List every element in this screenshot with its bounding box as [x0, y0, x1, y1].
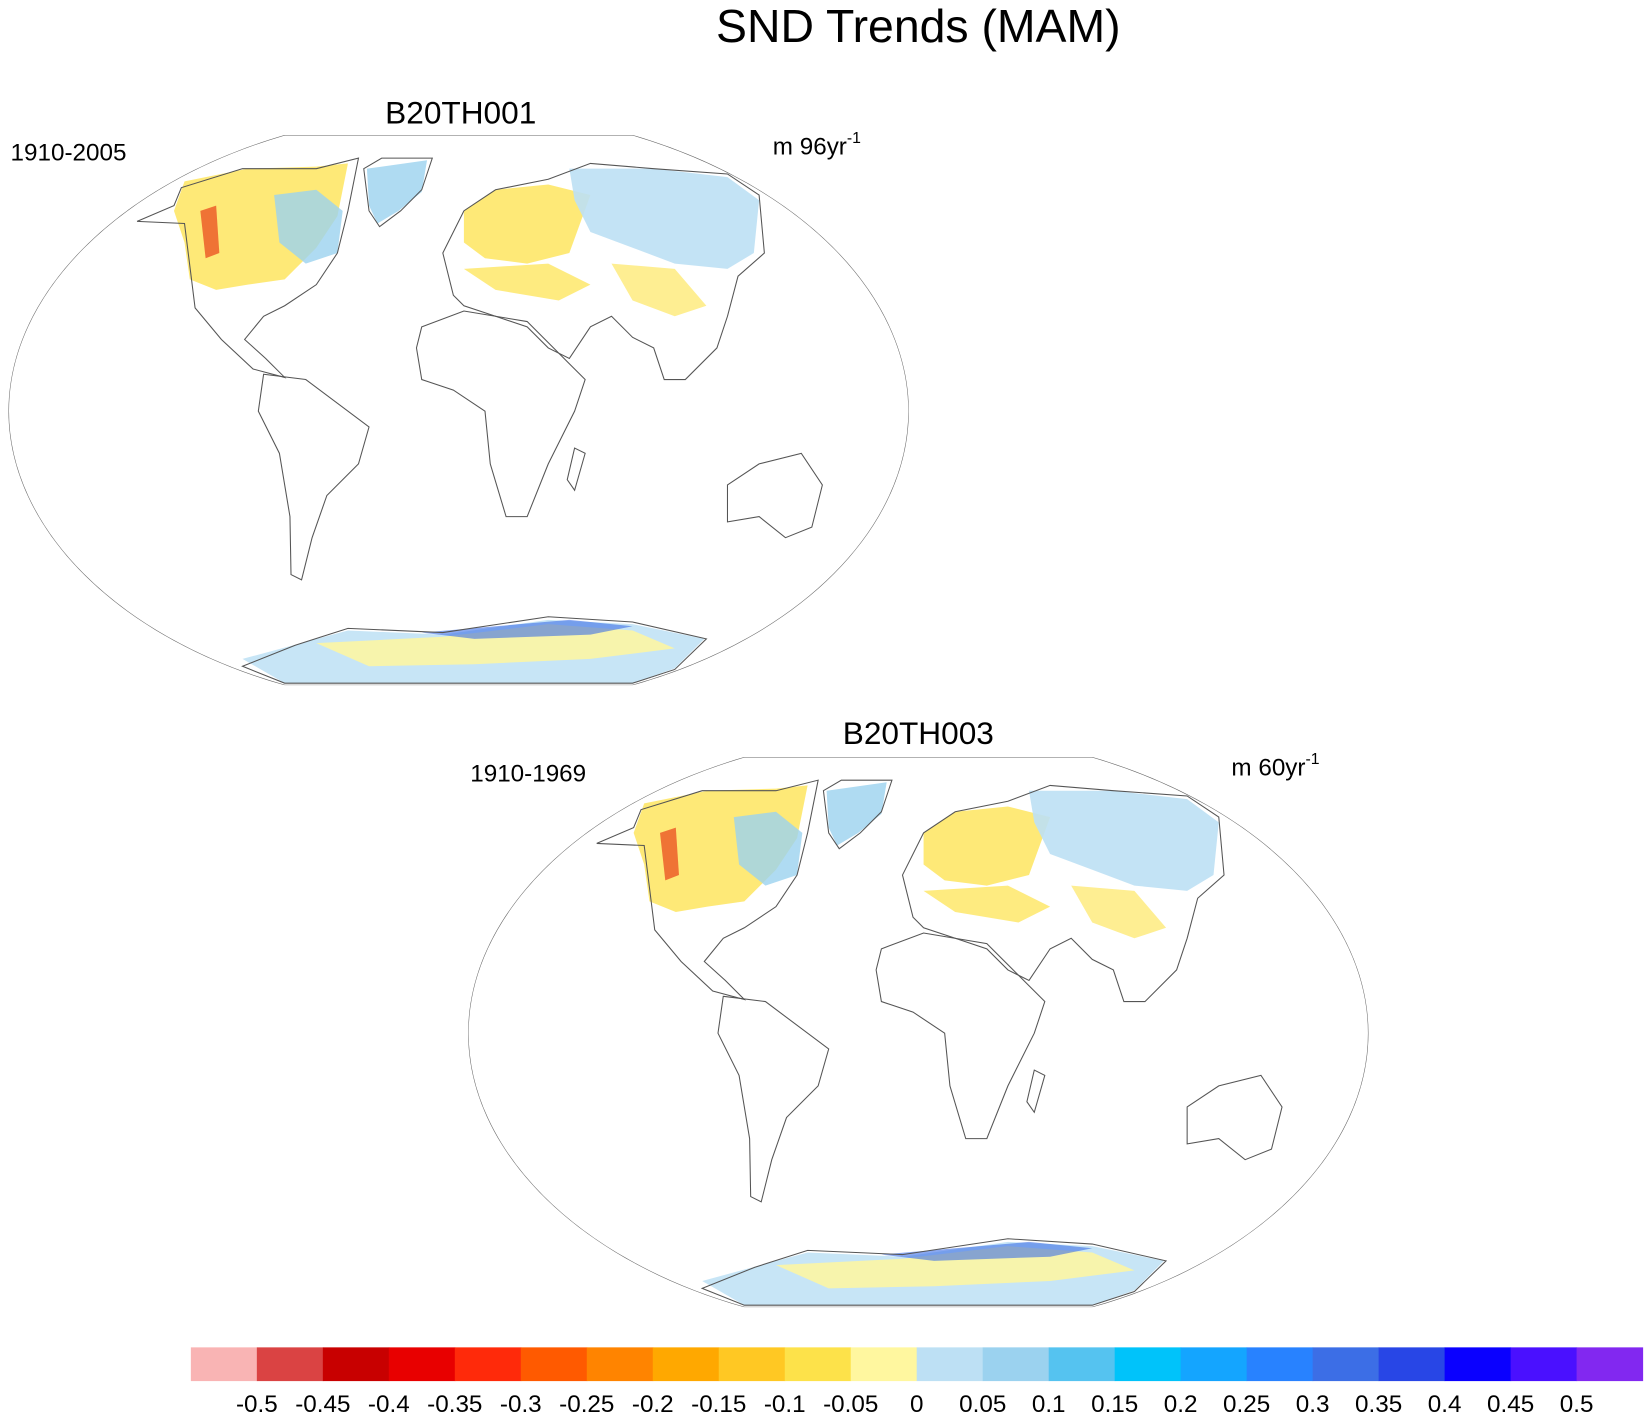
- figure-title: SND Trends (MAM): [716, 0, 1121, 52]
- colorbar-box: [322, 1347, 390, 1382]
- colorbar-box: [1510, 1347, 1578, 1382]
- world-map: [8, 135, 908, 685]
- colorbar-box: [784, 1347, 852, 1382]
- colorbar-label: -0.45: [295, 1391, 350, 1418]
- colorbar-label: -0.2: [632, 1391, 674, 1418]
- units-exponent: -1: [1306, 751, 1320, 768]
- colorbar-box: [388, 1347, 456, 1382]
- colorbar: -0.5 -0.45 -0.4 -0.35 -0.3 -0.25 -0.2 -0.15 -0.1…: [190, 1347, 1644, 1418]
- colorbar-box: [982, 1347, 1050, 1382]
- map-panel: B20TH001 1910-2005 m 96yr-1: [8, 94, 908, 685]
- colorbar-box: [1114, 1347, 1182, 1382]
- colorbar-box: [718, 1347, 786, 1382]
- colorbar-label: -0.4: [368, 1391, 410, 1418]
- colorbar-box: [652, 1347, 720, 1382]
- colorbar-box: [850, 1347, 918, 1382]
- units-text: m 96yr: [773, 134, 847, 161]
- colorbar-box: [1246, 1347, 1314, 1382]
- colorbar-label: 0.3: [1296, 1391, 1330, 1418]
- colorbar-box: [1378, 1347, 1446, 1382]
- map-panel: B20TH003 1910-1969 m 60yr-1: [468, 715, 1368, 1307]
- world-map: [468, 757, 1368, 1307]
- colorbar-label: 0.4: [1428, 1391, 1462, 1418]
- panel-period: 1910-1969: [470, 760, 586, 787]
- colorbar-label: 0.5: [1560, 1391, 1594, 1418]
- panel-period: 1910-2005: [11, 139, 127, 166]
- colorbar-label: -0.1: [764, 1391, 806, 1418]
- colorbar-box: [916, 1347, 984, 1382]
- colorbar-box: [454, 1347, 522, 1382]
- colorbar-box: [1576, 1347, 1644, 1382]
- colorbar-label: -0.15: [691, 1391, 746, 1418]
- panel-units: m 60yr-1: [1231, 751, 1319, 782]
- colorbar-label: 0.2: [1164, 1391, 1198, 1418]
- colorbar-box: [190, 1347, 258, 1382]
- colorbar-label: 0.25: [1223, 1391, 1270, 1418]
- colorbar-box: [1312, 1347, 1380, 1382]
- colorbar-label: 0.1: [1032, 1391, 1066, 1418]
- colorbar-box: [256, 1347, 324, 1382]
- colorbar-label: 0.35: [1355, 1391, 1402, 1418]
- colorbar-label: -0.35: [427, 1391, 482, 1418]
- colorbar-box: [1444, 1347, 1512, 1382]
- colorbar-box: [1180, 1347, 1248, 1382]
- colorbar-label: 0.05: [959, 1391, 1006, 1418]
- panel-title: B20TH003: [843, 715, 994, 751]
- colorbar-label: 0: [910, 1391, 923, 1418]
- colorbar-box: [586, 1347, 654, 1382]
- colorbar-label: 0.45: [1487, 1391, 1534, 1418]
- colorbar-label: -0.05: [823, 1391, 878, 1418]
- colorbar-label: -0.3: [500, 1391, 542, 1418]
- colorbar-label: -0.5: [236, 1391, 278, 1418]
- units-exponent: -1: [847, 130, 861, 147]
- colorbar-label: -0.25: [559, 1391, 614, 1418]
- panel-units: m 96yr-1: [773, 130, 861, 161]
- panel-title: B20TH001: [385, 94, 536, 130]
- units-text: m 60yr: [1231, 755, 1305, 782]
- colorbar-label: 0.15: [1091, 1391, 1138, 1418]
- colorbar-box: [1048, 1347, 1116, 1382]
- colorbar-box: [520, 1347, 588, 1382]
